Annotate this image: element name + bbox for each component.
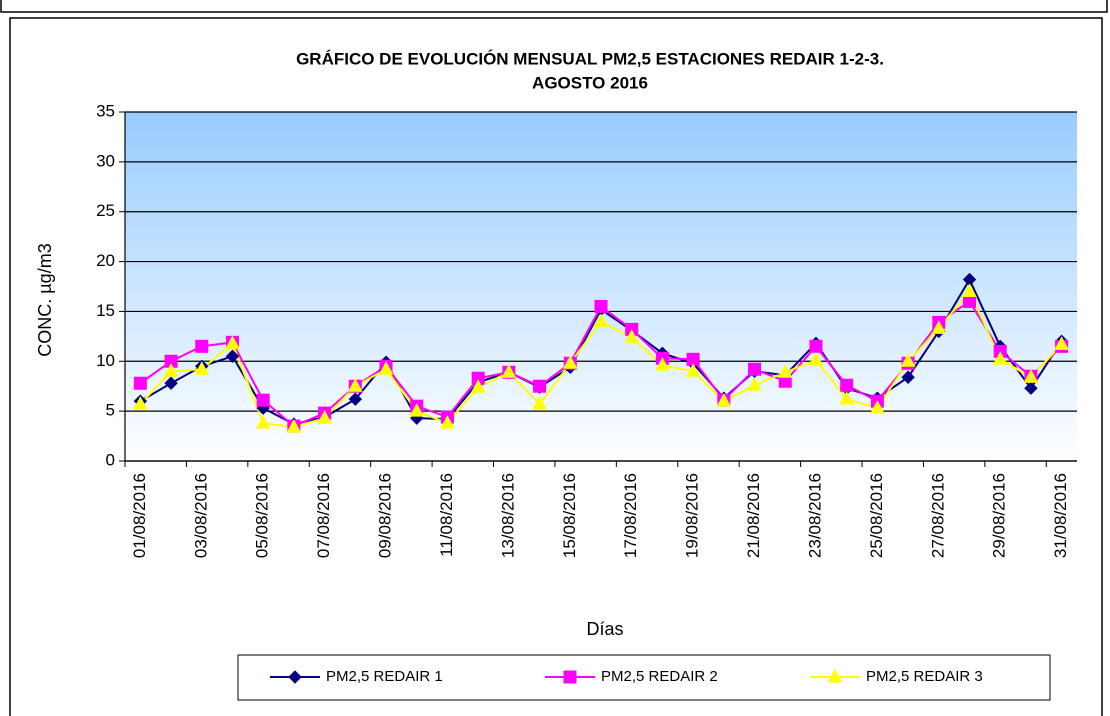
data-marker	[562, 355, 578, 369]
data-marker	[594, 299, 608, 313]
y-tick-label: 35	[96, 101, 115, 120]
legend-label: PM2,5 REDAIR 2	[601, 668, 718, 685]
data-marker	[348, 392, 363, 406]
data-marker	[195, 339, 209, 353]
data-marker	[255, 415, 271, 429]
data-marker	[163, 363, 179, 377]
data-marker	[748, 362, 762, 376]
x-tick-label: 21/08/2016	[744, 473, 763, 558]
data-marker	[532, 396, 547, 410]
x-tick-label: 27/08/2016	[928, 473, 947, 558]
data-marker	[900, 353, 916, 367]
plot-background	[125, 112, 1077, 461]
x-tick-label: 23/08/2016	[805, 473, 824, 558]
x-tick-label: 31/08/2016	[1051, 473, 1070, 558]
legend-marker	[288, 670, 302, 684]
x-tick-label: 15/08/2016	[560, 473, 579, 558]
x-axis-title: Días	[586, 619, 623, 639]
data-marker	[470, 379, 486, 393]
data-marker	[931, 320, 947, 334]
data-marker	[1054, 336, 1069, 350]
legend-marker	[563, 670, 577, 684]
legend-box	[237, 654, 1051, 701]
y-tick-label: 30	[96, 151, 115, 170]
data-marker	[685, 363, 701, 377]
y-tick-label: 15	[96, 301, 115, 320]
legend-label: PM2,5 REDAIR 1	[326, 668, 443, 685]
data-marker	[777, 364, 793, 378]
data-marker	[286, 419, 302, 433]
data-marker	[317, 410, 332, 424]
data-marker	[655, 357, 670, 371]
data-marker	[747, 377, 762, 391]
y-tick-label: 10	[96, 351, 115, 370]
y-axis-title: CONC. µg/m3	[35, 243, 55, 356]
data-marker	[1023, 369, 1039, 383]
x-tick-label: 07/08/2016	[314, 473, 333, 558]
data-marker	[839, 391, 855, 405]
legend-marker	[827, 668, 843, 683]
data-marker	[840, 378, 854, 392]
x-tick-label: 25/08/2016	[867, 473, 886, 558]
data-marker	[225, 335, 240, 349]
data-marker	[133, 396, 148, 410]
top-frame	[0, 0, 1108, 13]
chart-title: AGOSTO 2016	[532, 73, 648, 92]
data-marker	[809, 339, 823, 353]
data-marker	[501, 364, 517, 378]
data-marker	[962, 283, 977, 297]
y-tick-label: 5	[106, 401, 115, 420]
chart-title: GRÁFICO DE EVOLUCIÓN MENSUAL PM2,5 ESTAC…	[296, 49, 884, 68]
y-tick-label: 25	[96, 201, 115, 220]
x-tick-label: 03/08/2016	[191, 473, 210, 558]
data-marker	[347, 378, 363, 392]
x-tick-label: 13/08/2016	[498, 473, 517, 558]
x-tick-label: 29/08/2016	[990, 473, 1009, 558]
data-marker	[164, 376, 178, 390]
data-marker	[409, 403, 425, 417]
y-tick-label: 20	[96, 251, 115, 270]
x-tick-label: 11/08/2016	[437, 473, 456, 557]
data-marker	[593, 313, 609, 327]
data-marker	[440, 415, 455, 429]
data-marker	[870, 400, 885, 414]
x-tick-label: 09/08/2016	[376, 473, 395, 558]
x-tick-label: 05/08/2016	[253, 473, 272, 558]
data-marker	[225, 349, 240, 364]
data-marker	[624, 329, 640, 343]
x-tick-label: 19/08/2016	[683, 473, 702, 558]
data-marker	[808, 352, 824, 366]
data-marker	[716, 393, 732, 407]
x-tick-label: 01/08/2016	[130, 473, 149, 558]
data-marker	[533, 379, 547, 393]
data-marker	[901, 370, 915, 384]
data-marker	[194, 361, 210, 375]
data-marker	[378, 361, 394, 375]
data-marker	[1024, 381, 1038, 395]
data-marker	[992, 351, 1008, 365]
data-marker	[963, 294, 977, 308]
data-marker	[133, 376, 147, 390]
data-marker	[256, 393, 270, 407]
y-tick-label: 0	[106, 450, 115, 469]
legend-label: PM2,5 REDAIR 3	[866, 668, 983, 685]
x-tick-label: 17/08/2016	[621, 473, 640, 558]
